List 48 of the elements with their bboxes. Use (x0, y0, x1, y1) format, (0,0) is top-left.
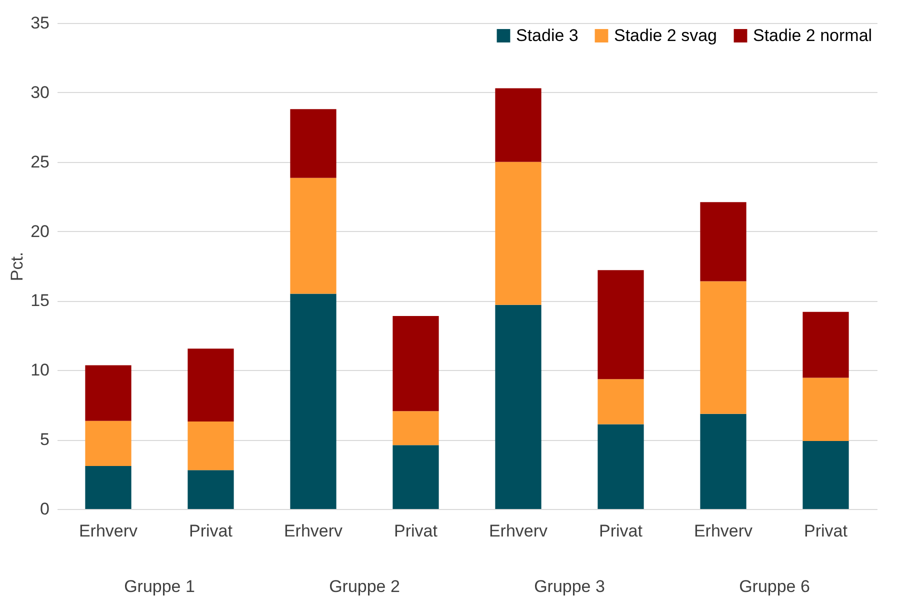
y-tick-label: 35 (30, 14, 50, 32)
text: Gruppe 3 (534, 577, 605, 596)
bar (700, 414, 746, 509)
text: Gruppe 2 (329, 577, 400, 596)
bar (188, 422, 234, 470)
bar (598, 424, 644, 509)
y-tick-label: 20 (30, 222, 50, 241)
y-tick-label: 5 (40, 430, 50, 450)
y-tick-label: 30 (30, 82, 50, 102)
bar (392, 316, 439, 412)
bar (188, 348, 234, 422)
text: Gruppe 6 (739, 577, 810, 596)
bar (392, 411, 439, 446)
x-tick-label: Privat (394, 522, 438, 540)
x-tick-label: Erhverv (284, 522, 344, 540)
text: Gruppe 1 (124, 577, 195, 596)
x-tick-label: Erhverv (78, 522, 138, 540)
bar (802, 378, 849, 441)
x-tick-label: Privat (599, 522, 643, 540)
bar (802, 312, 849, 378)
bar (85, 466, 132, 509)
bar (700, 281, 746, 414)
bar (392, 445, 439, 509)
bar (700, 202, 746, 282)
y-tick-label: 25 (30, 152, 50, 172)
bar (290, 109, 336, 178)
bar (495, 88, 542, 162)
bar (85, 365, 132, 421)
legend-label: Stadie 2 svag (614, 26, 718, 45)
legend-label: Stadie 3 (516, 26, 578, 45)
x-tick-label: Privat (804, 522, 848, 540)
bar (290, 178, 336, 294)
y-tick-label: 0 (40, 500, 50, 518)
bar (188, 470, 234, 509)
y-tick-label: 10 (30, 360, 50, 380)
legend-label: Stadie 2 normal (753, 26, 872, 45)
bar (802, 440, 849, 509)
y-axis-title: Pct. (8, 252, 27, 282)
x-tick-label: Erhverv (488, 522, 548, 540)
bar (85, 420, 132, 466)
bar (598, 379, 644, 424)
bar (495, 304, 542, 509)
bar (598, 270, 644, 380)
bar (290, 294, 336, 509)
x-tick-label: Privat (189, 522, 233, 540)
y-tick-label: 15 (30, 291, 50, 310)
bar (495, 162, 542, 305)
x-tick-label: Erhverv (694, 522, 754, 540)
